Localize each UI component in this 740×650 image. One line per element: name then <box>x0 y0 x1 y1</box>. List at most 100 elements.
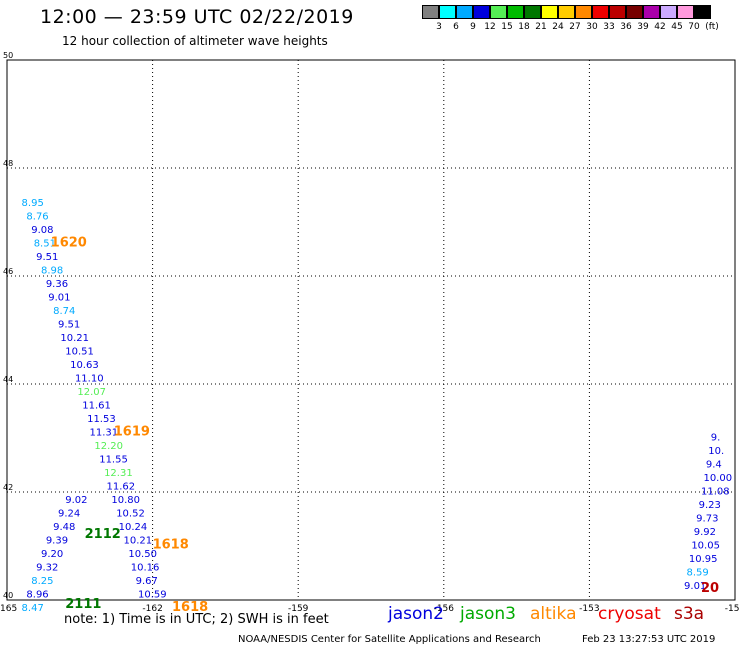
legend-cryosat: cryosat <box>598 604 661 624</box>
wave-height-value: 10.59 <box>138 589 167 600</box>
wave-height-value: 9.48 <box>53 522 75 533</box>
colorbar-label: 18 <box>518 22 530 32</box>
wave-height-value: 8.74 <box>53 306 75 317</box>
pass-time-label: 1618 <box>153 538 189 553</box>
legend-jason3: jason3 <box>460 604 516 624</box>
colorbar-swatch <box>575 5 592 19</box>
x-tick-label: -165 <box>0 604 17 614</box>
colorbar-label: 27 <box>569 22 581 32</box>
wave-height-value: 9. <box>711 433 721 444</box>
wave-height-value: 10.00 <box>703 473 732 484</box>
credit-line: NOAA/NESDIS Center for Satellite Applica… <box>238 634 541 645</box>
wave-height-value: 11.53 <box>87 414 116 425</box>
wave-height-value: 10. <box>708 446 724 457</box>
plot-frame <box>6 59 736 601</box>
wave-height-value: 8.95 <box>22 198 44 209</box>
legend-s3a: s3a <box>674 604 705 624</box>
colorbar-swatch <box>456 5 473 19</box>
colorbar-label: 36 <box>620 22 632 32</box>
wave-height-value: 10.95 <box>689 554 718 565</box>
colorbar-swatch <box>677 5 694 19</box>
colorbar-label: 45 <box>671 22 683 32</box>
colorbar-swatch <box>660 5 677 19</box>
wave-height-value: 9.20 <box>41 549 63 560</box>
x-tick-label: -159 <box>288 604 309 614</box>
wave-height-value: 12.31 <box>104 468 133 479</box>
colorbar-label: 39 <box>637 22 649 32</box>
x-tick-label: -156 <box>434 604 455 614</box>
wave-height-value: 8.47 <box>22 603 44 614</box>
colorbar-swatch <box>439 5 456 19</box>
pass-time-label: 2111 <box>65 597 101 612</box>
y-tick-label: 44 <box>3 375 13 384</box>
pass-time-label: 20 <box>701 581 719 596</box>
wave-height-value: 9.39 <box>46 535 68 546</box>
legend-jason2: jason2 <box>388 604 444 624</box>
wave-height-value: 10.51 <box>65 346 94 357</box>
x-tick-label: -150 <box>725 604 740 614</box>
wave-height-value: 9.92 <box>694 527 716 538</box>
pass-time-label: 2112 <box>85 527 121 542</box>
wave-height-value: 11.62 <box>106 481 135 492</box>
wave-height-value: 8.51 <box>34 238 56 249</box>
y-tick-label: 40 <box>3 591 13 600</box>
wave-height-value: 8.59 <box>686 568 708 579</box>
wave-height-value: 10.63 <box>70 360 99 371</box>
wave-height-value: 9.32 <box>36 562 58 573</box>
y-tick-label: 46 <box>3 267 13 276</box>
colorbar-label: 70 <box>688 22 700 32</box>
wave-height-value: 11.61 <box>82 400 111 411</box>
wave-height-value: 10.24 <box>119 522 148 533</box>
wave-height-value: 9.36 <box>46 279 68 290</box>
colorbar-label: 24 <box>552 22 564 32</box>
colorbar-swatch <box>507 5 524 19</box>
wave-height-value: 9.51 <box>36 252 58 263</box>
pass-time-label: 1619 <box>114 424 150 439</box>
y-tick-label: 48 <box>3 159 13 168</box>
pass-time-label: 1618 <box>172 600 208 615</box>
colorbar-label: 30 <box>586 22 598 32</box>
wave-height-value: 9.01 <box>684 581 706 592</box>
colorbar-label: 42 <box>654 22 666 32</box>
x-tick-label: -162 <box>142 604 162 614</box>
colorbar-swatch <box>490 5 507 19</box>
wave-height-value: 9.67 <box>136 576 158 587</box>
wave-height-value: 10.50 <box>128 549 157 560</box>
colorbar-swatch <box>422 5 439 19</box>
wave-height-value: 10.80 <box>111 495 140 506</box>
wave-height-value: 10.21 <box>123 535 152 546</box>
colorbar-label: 6 <box>453 22 459 32</box>
colorbar-swatch <box>609 5 626 19</box>
wave-height-value: 12.20 <box>94 441 123 452</box>
colorbar-swatch <box>558 5 575 19</box>
colorbar-swatch <box>541 5 558 19</box>
colorbar-swatch <box>694 5 711 19</box>
x-tick-label: -153 <box>579 604 599 614</box>
wave-height-value: 11.08 <box>701 487 730 498</box>
generated-timestamp: Feb 23 13:27:53 UTC 2019 <box>582 634 716 645</box>
colorbar-label: 12 <box>484 22 496 32</box>
wave-height-value: 8.96 <box>26 589 48 600</box>
chart-title: 12:00 — 23:59 UTC 02/22/2019 <box>40 6 354 28</box>
footnote: note: 1) Time is in UTC; 2) SWH is in fe… <box>64 612 329 627</box>
wave-height-value: 9.4 <box>706 460 722 471</box>
wave-height-value: 12.07 <box>77 387 106 398</box>
colorbar-swatch <box>643 5 660 19</box>
colorbar-swatch <box>592 5 609 19</box>
colorbar-swatch <box>524 5 541 19</box>
colorbar-label: 33 <box>603 22 615 32</box>
colorbar-swatch <box>626 5 643 19</box>
wave-height-value: 8.76 <box>26 211 48 222</box>
wave-height-value: 9.24 <box>58 508 80 519</box>
wave-height-value: 10.16 <box>131 562 160 573</box>
wave-height-value: 11.31 <box>90 427 119 438</box>
wave-height-value: 9.08 <box>31 225 53 236</box>
colorbar-label: 15 <box>501 22 513 32</box>
y-tick-label: 50 <box>3 51 13 60</box>
wave-height-value: 9.23 <box>699 500 721 511</box>
colorbar-unit: (ft) <box>705 22 719 32</box>
wave-height-value: 9.51 <box>58 319 80 330</box>
wave-height-value: 9.02 <box>65 495 87 506</box>
wave-height-value: 11.10 <box>75 373 104 384</box>
